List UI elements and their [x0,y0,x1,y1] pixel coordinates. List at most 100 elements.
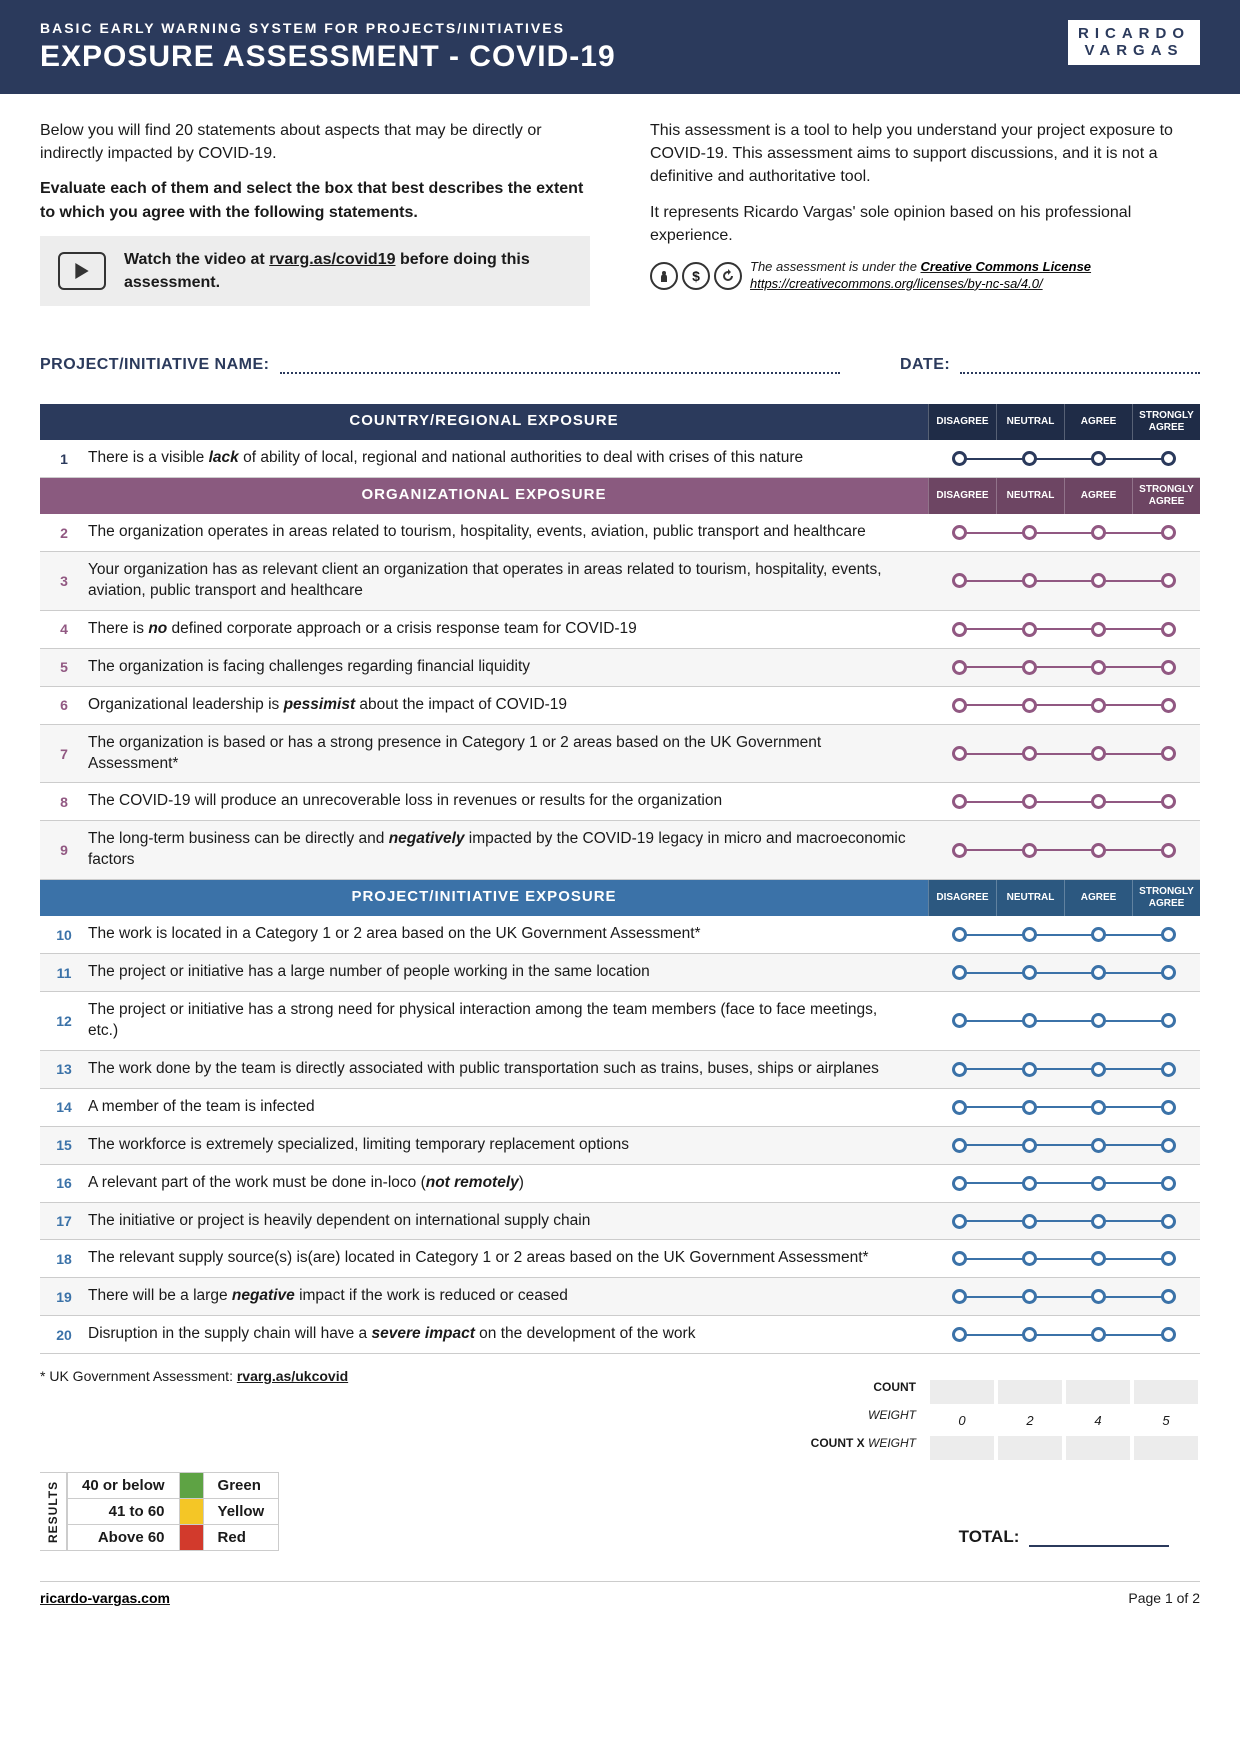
scale-option[interactable] [1161,1013,1176,1028]
row-scale [928,1138,1200,1153]
scale-option[interactable] [952,927,967,942]
scale-option[interactable] [1091,965,1106,980]
scale-option[interactable] [1091,1013,1106,1028]
scale-option[interactable] [1161,746,1176,761]
scale-option[interactable] [1161,451,1176,466]
scale-option[interactable] [952,622,967,637]
scale-option[interactable] [1091,794,1106,809]
scale-option[interactable] [1022,660,1037,675]
scale-option[interactable] [1161,1251,1176,1266]
scale-option[interactable] [1022,698,1037,713]
results-label: RESULTS [40,1472,67,1551]
scale-option[interactable] [952,698,967,713]
scale-option[interactable] [1022,1062,1037,1077]
scale-option[interactable] [1022,573,1037,588]
row-number: 6 [40,697,88,713]
scale-option[interactable] [1161,1327,1176,1342]
scale-option[interactable] [1161,965,1176,980]
scale-option[interactable] [952,1100,967,1115]
scale-option[interactable] [952,1327,967,1342]
scale-option[interactable] [952,573,967,588]
scale-option[interactable] [1022,1176,1037,1191]
scale-option[interactable] [952,451,967,466]
footer-site-link[interactable]: ricardo-vargas.com [40,1590,170,1606]
scale-option[interactable] [1022,1100,1037,1115]
scale-option[interactable] [1091,1251,1106,1266]
date-input[interactable] [960,356,1200,374]
scale-option[interactable] [952,1289,967,1304]
scale-option[interactable] [1161,1176,1176,1191]
scale-option[interactable] [1161,573,1176,588]
scale-option[interactable] [1022,1214,1037,1229]
scale-option[interactable] [1161,660,1176,675]
scale-option[interactable] [1091,1289,1106,1304]
row-scale [928,927,1200,942]
row-text: A member of the team is infected [88,1097,928,1118]
scale-option[interactable] [952,1013,967,1028]
cc-url-link[interactable]: https://creativecommons.org/licenses/by-… [750,276,1043,291]
scale-option[interactable] [1091,1100,1106,1115]
play-icon[interactable] [58,252,106,290]
footnote-link[interactable]: rvarg.as/ukcovid [237,1368,348,1384]
scale-option[interactable] [1091,660,1106,675]
scale-option[interactable] [1022,843,1037,858]
scale-option[interactable] [1091,451,1106,466]
scale-option[interactable] [1022,1327,1037,1342]
scale-option[interactable] [1091,927,1106,942]
scale-option[interactable] [1161,1289,1176,1304]
scale-option[interactable] [1022,1013,1037,1028]
cc-license-link[interactable]: Creative Commons License [921,259,1092,274]
scale-option[interactable] [1161,927,1176,942]
scale-option[interactable] [1161,843,1176,858]
scale-option[interactable] [952,1176,967,1191]
row-scale [928,1013,1200,1028]
scale-option[interactable] [1022,451,1037,466]
scale-option[interactable] [1022,1138,1037,1153]
scale-option[interactable] [1022,927,1037,942]
scale-option[interactable] [1091,1214,1106,1229]
scale-option[interactable] [952,794,967,809]
scale-option[interactable] [1091,525,1106,540]
scale-option[interactable] [1022,1289,1037,1304]
row-text: Your organization has as relevant client… [88,560,928,602]
scale-option[interactable] [1091,746,1106,761]
scale-option[interactable] [1161,794,1176,809]
scale-option[interactable] [952,1062,967,1077]
scale-option[interactable] [1022,746,1037,761]
results-row: Above 60Red [68,1525,279,1551]
scale-option[interactable] [1022,525,1037,540]
scale-option[interactable] [1091,843,1106,858]
scale-option[interactable] [1161,1138,1176,1153]
scale-option[interactable] [1161,1214,1176,1229]
row-scale [928,1289,1200,1304]
scale-option[interactable] [952,525,967,540]
scale-option[interactable] [1091,573,1106,588]
scale-option[interactable] [1091,1138,1106,1153]
statement-row: 1There is a visible lack of ability of l… [40,440,1200,478]
scale-option[interactable] [952,843,967,858]
scale-option[interactable] [1091,622,1106,637]
scale-option[interactable] [1161,1062,1176,1077]
project-name-input[interactable] [280,356,841,374]
scale-option[interactable] [1091,1327,1106,1342]
scale-option[interactable] [1022,794,1037,809]
video-link[interactable]: rvarg.as/covid19 [269,251,395,268]
scale-option[interactable] [952,1251,967,1266]
scale-option[interactable] [952,746,967,761]
scale-option[interactable] [952,1214,967,1229]
scale-option[interactable] [1022,1251,1037,1266]
scale-option[interactable] [952,965,967,980]
scale-option[interactable] [1161,698,1176,713]
scale-option[interactable] [952,660,967,675]
scale-option[interactable] [1161,622,1176,637]
scale-option[interactable] [1022,622,1037,637]
scale-option[interactable] [1091,1062,1106,1077]
scale-option[interactable] [1091,1176,1106,1191]
scale-option[interactable] [952,1138,967,1153]
scale-option[interactable] [1022,965,1037,980]
scale-option[interactable] [1161,525,1176,540]
scale-option[interactable] [1161,1100,1176,1115]
count-cell [930,1380,994,1404]
scale-option[interactable] [1091,698,1106,713]
total-input[interactable] [1029,1527,1169,1547]
